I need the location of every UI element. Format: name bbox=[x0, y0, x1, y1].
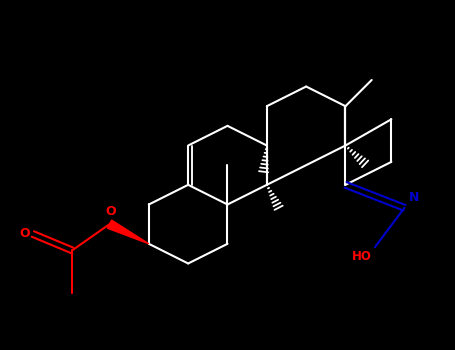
Text: N: N bbox=[409, 191, 420, 204]
Text: O: O bbox=[19, 228, 30, 240]
Text: O: O bbox=[106, 205, 116, 218]
Polygon shape bbox=[107, 220, 149, 244]
Text: HO: HO bbox=[352, 250, 372, 263]
